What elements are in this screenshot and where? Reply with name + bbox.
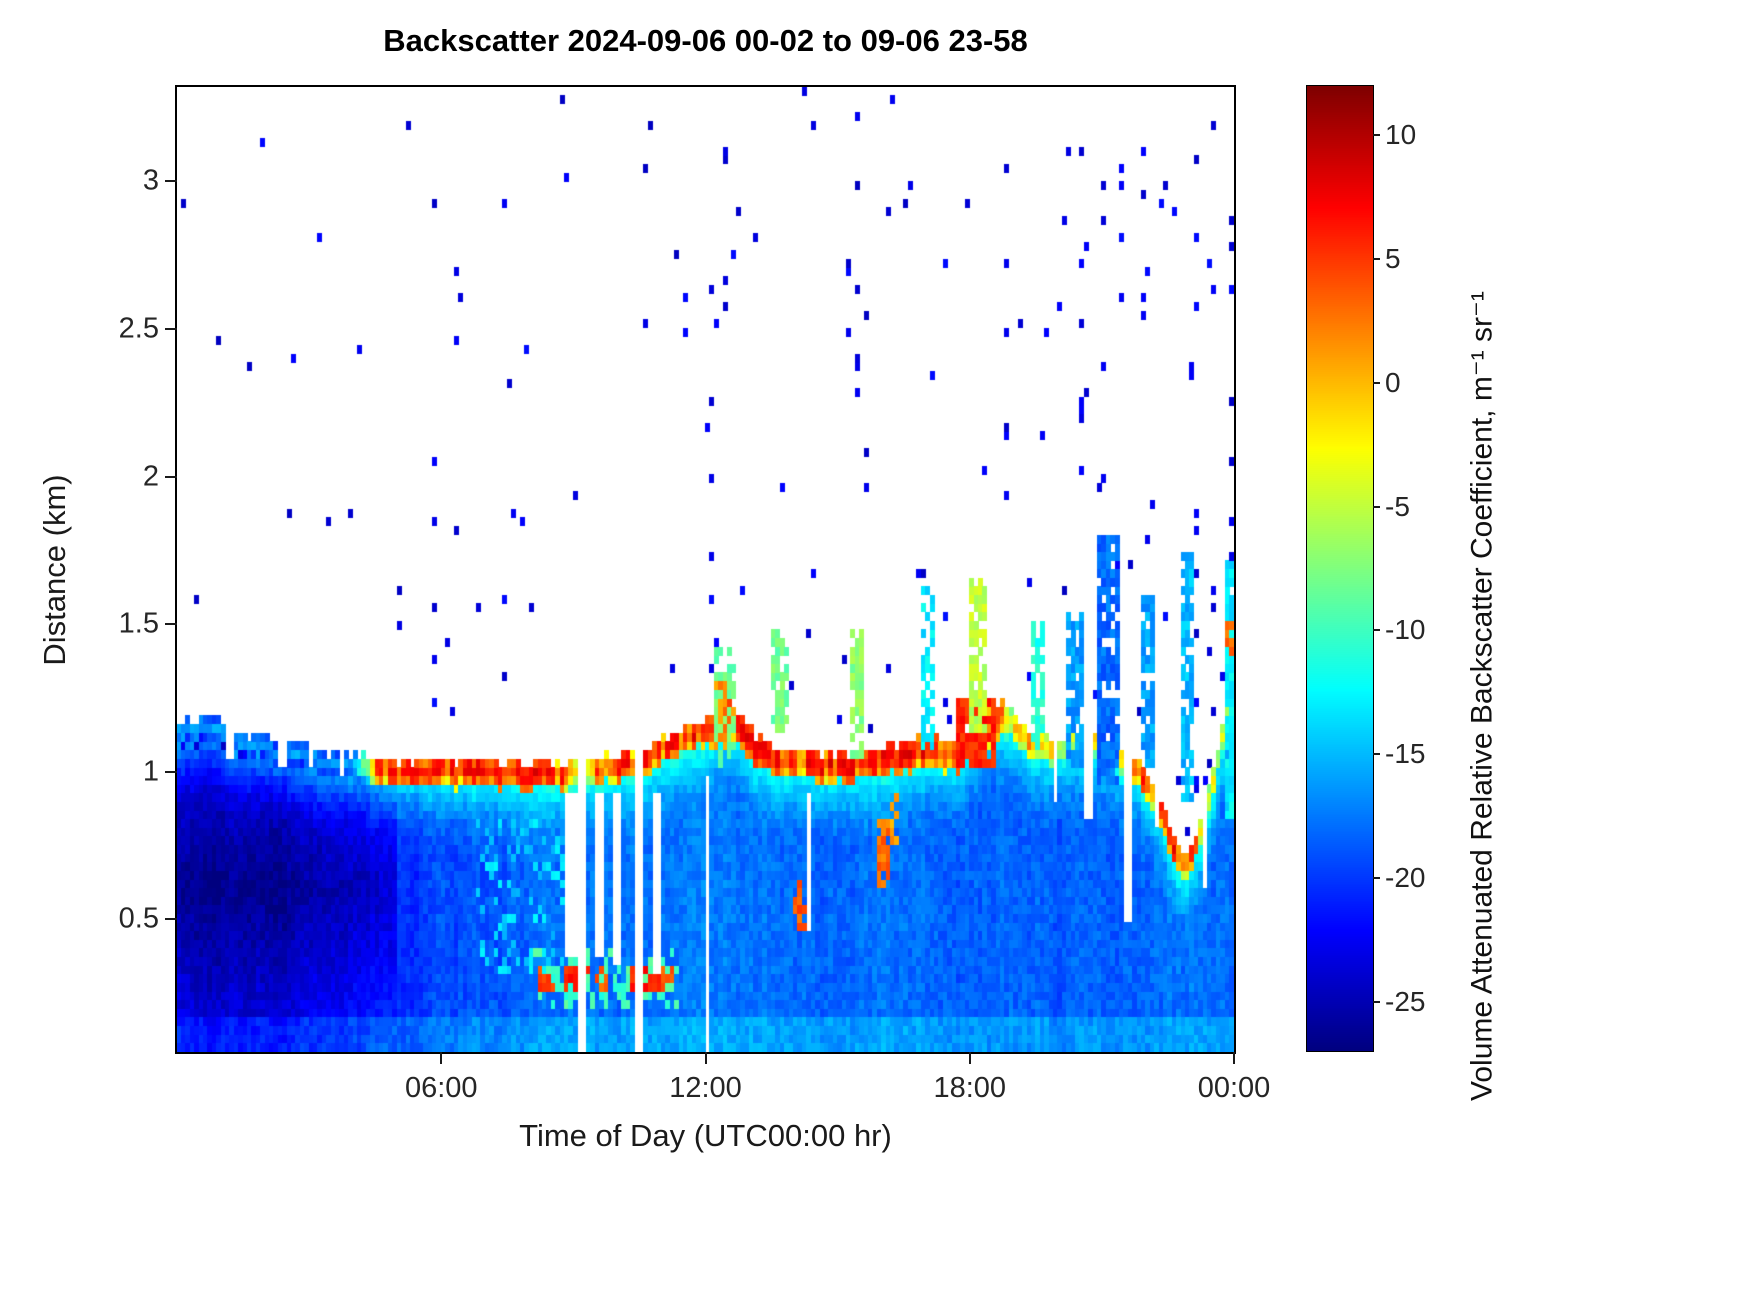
y-axis-ticks: 0.5 1 1.5 2 2.5 3	[119, 87, 1234, 1052]
x-axis-ticks: 06:00 12:00 18:00 00:00	[177, 87, 1270, 1104]
y-tick-mark	[165, 180, 177, 183]
colorbar-ticks: 10 5 0 -5 -10 -15 -20 -25	[1307, 86, 1425, 1051]
x-tick-label: 06:00	[404, 1072, 478, 1104]
y-tick-label: 3	[142, 164, 159, 197]
y-tick-mark	[165, 327, 177, 330]
colorbar-tick-label: 5	[1385, 243, 1401, 275]
colorbar-tick-label: -15	[1385, 738, 1426, 770]
x-axis-label: Time of Day (UTC00:00 hr)	[519, 1118, 892, 1153]
heatmap-canvas	[177, 87, 1234, 1052]
colorbar-tick-label: -25	[1385, 985, 1426, 1017]
colorbar-tick-label: -10	[1385, 614, 1426, 646]
x-tick-label: 18:00	[933, 1072, 1007, 1104]
y-tick-mark	[165, 770, 177, 773]
colorbar-tick-mark	[1373, 505, 1380, 508]
y-tick-mark	[165, 475, 177, 478]
colorbar-tick-mark	[1373, 134, 1380, 137]
plot-area: 06:00 12:00 18:00 00:00 0.5 1 1.5 2 2.5 3 Backsc…	[37, 23, 1270, 1153]
x-tick-mark	[440, 1052, 443, 1064]
y-tick-label: 1.5	[118, 607, 159, 640]
x-tick-mark	[1233, 1052, 1235, 1064]
y-tick-mark	[165, 623, 177, 626]
x-tick-mark	[968, 1052, 971, 1064]
y-tick-label: 2	[142, 460, 159, 493]
x-tick-label: 12:00	[669, 1072, 742, 1104]
colorbar-tick-mark	[1373, 753, 1380, 756]
colorbar-tick-mark	[1373, 629, 1380, 632]
colorbar-tick-mark	[1373, 381, 1380, 384]
colorbar-canvas	[1307, 86, 1373, 1051]
y-tick-label: 1	[142, 755, 159, 788]
colorbar: 10 5 0 -5 -10 -15 -20 -25	[1306, 85, 1425, 1052]
colorbar-tick-label: 0	[1385, 366, 1401, 398]
chart-title: Backscatter 2024-09-06 00-02 to 09-06 23…	[383, 23, 1028, 58]
x-tick-mark	[704, 1052, 707, 1064]
y-tick-mark	[165, 918, 177, 921]
y-tick-label: 2.5	[118, 312, 159, 345]
y-tick-label: 0.5	[118, 902, 159, 935]
colorbar-tick-label: -5	[1385, 490, 1410, 522]
colorbar-label: Volume Attenuated Relative Backscatter C…	[1465, 291, 1499, 1102]
colorbar-tick-mark	[1373, 1000, 1380, 1003]
colorbar-tick-label: 10	[1385, 119, 1417, 151]
x-tick-label: 00:00	[1197, 1072, 1271, 1104]
colorbar-tick-label: -20	[1385, 861, 1426, 893]
y-axis-label: Distance (km)	[37, 473, 72, 666]
colorbar-tick-mark	[1373, 258, 1380, 261]
colorbar-tick-mark	[1373, 876, 1380, 879]
